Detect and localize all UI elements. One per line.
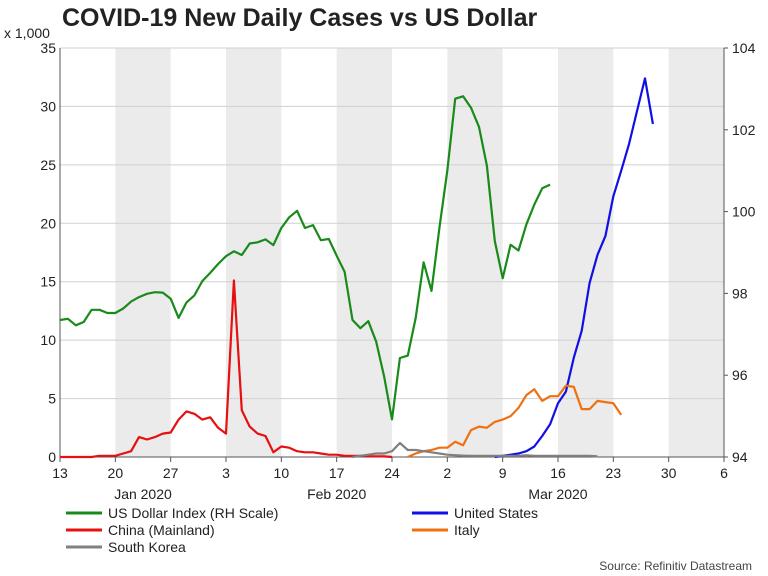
x-tick-label: 10	[274, 465, 290, 481]
series-line-south-korea	[352, 441, 598, 459]
x-tick-label: 9	[499, 465, 507, 481]
x-tick-label: 3	[222, 465, 230, 481]
x-tick-label: 23	[606, 465, 622, 481]
x-tick-label: 16	[550, 465, 566, 481]
legend-label: China (Mainland)	[108, 522, 215, 538]
source-label: Source: Refinitiv Datastream	[599, 559, 752, 573]
y-left-tick-label: 20	[40, 215, 56, 231]
x-month-label: Mar 2020	[528, 486, 587, 502]
chart-title: COVID-19 New Daily Cases vs US Dollar	[62, 4, 538, 32]
x-tick-label: 30	[661, 465, 677, 481]
y-right-tick-label: 104	[732, 40, 756, 56]
y-left-unit-label: x 1,000	[4, 25, 50, 41]
y-left-tick-label: 25	[40, 157, 56, 173]
series-line-italy	[407, 384, 623, 459]
x-tick-label: 2	[443, 465, 451, 481]
y-right-tick-label: 102	[732, 122, 756, 138]
x-tick-label: 27	[163, 465, 179, 481]
x-tick-label: 20	[108, 465, 124, 481]
legend-label: United States	[454, 505, 538, 521]
x-tick-label: 13	[52, 465, 68, 481]
y-left-tick-label: 5	[48, 391, 56, 407]
series-line-united-states	[494, 77, 654, 459]
x-tick-label: 17	[329, 465, 345, 481]
y-right-tick-label: 100	[732, 204, 756, 220]
series-lines	[59, 77, 654, 459]
y-right-tick-label: 96	[732, 367, 748, 383]
x-tick-label: 6	[720, 465, 728, 481]
y-left-tick-label: 35	[40, 40, 56, 56]
y-left-tick-label: 10	[40, 332, 56, 348]
y-left-tick-label: 30	[40, 98, 56, 114]
shaded-band-0	[115, 48, 171, 457]
legend-label: South Korea	[108, 539, 186, 555]
legend: US Dollar Index (RH Scale) United States C…	[66, 505, 538, 555]
shaded-band-3	[447, 48, 503, 457]
shaded-band-5	[668, 48, 724, 457]
x-month-label: Jan 2020	[114, 486, 172, 502]
legend-label: Italy	[454, 522, 480, 538]
legend-label: US Dollar Index (RH Scale)	[108, 505, 278, 521]
y-left-tick-label: 0	[48, 449, 56, 465]
weekend-shading	[115, 48, 724, 457]
x-tick-label: 24	[384, 465, 400, 481]
y-left-tick-label: 15	[40, 274, 56, 290]
series-line-china-mainland	[60, 279, 393, 459]
series-line-us-dollar-index-rh-scale	[59, 95, 551, 421]
y-right-tick-label: 98	[732, 285, 748, 301]
shaded-band-2	[336, 48, 392, 457]
gridlines	[60, 47, 724, 458]
y-right-tick-label: 94	[732, 449, 748, 465]
shaded-band-4	[558, 48, 614, 457]
x-month-label: Feb 2020	[307, 486, 366, 502]
